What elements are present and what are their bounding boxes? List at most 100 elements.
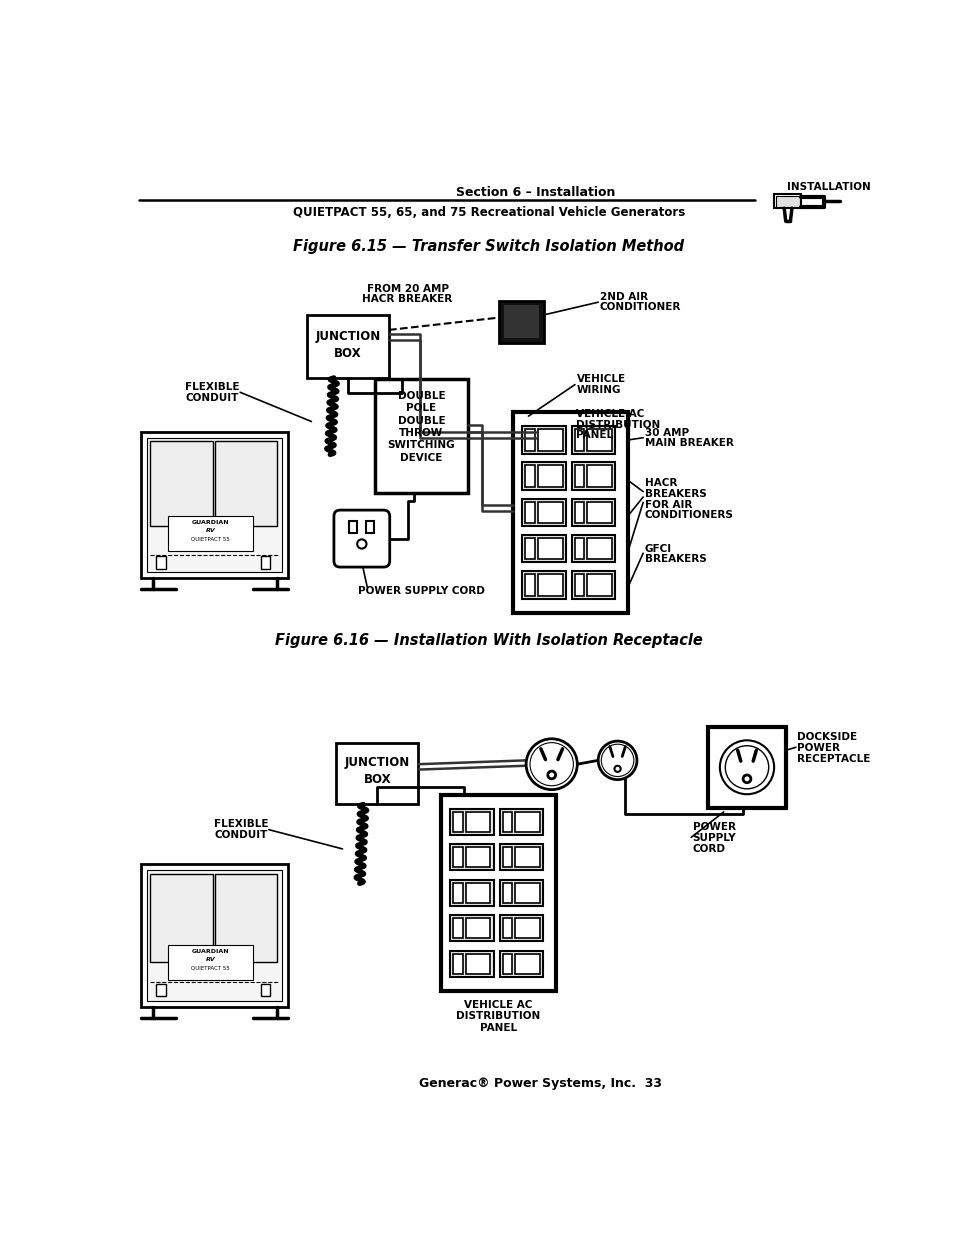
Text: BREAKERS: BREAKERS (644, 489, 706, 499)
Bar (537, 501, 562, 524)
Text: QUIETPACT 55: QUIETPACT 55 (192, 966, 230, 971)
Text: RV: RV (206, 527, 215, 532)
Bar (502, 847, 512, 867)
Circle shape (525, 739, 577, 789)
Bar (307, 315, 389, 378)
Text: JUNCTION: JUNCTION (344, 756, 410, 769)
Bar (525, 537, 534, 559)
Text: GUARDIAN: GUARDIAN (192, 520, 230, 525)
Bar (450, 951, 493, 977)
Bar (465, 811, 490, 832)
Bar (571, 426, 615, 454)
Bar (168, 945, 253, 979)
Text: CORD: CORD (692, 844, 725, 853)
Text: Figure 6.16 — Installation With Isolation Receptacle: Figure 6.16 — Installation With Isolatio… (274, 634, 702, 648)
Text: POWER: POWER (692, 823, 735, 832)
Bar (168, 516, 253, 551)
Bar (513, 412, 627, 613)
Bar (453, 953, 462, 973)
Bar (515, 953, 539, 973)
Bar (156, 556, 166, 568)
Bar (453, 883, 462, 903)
Bar (575, 501, 583, 524)
Bar (440, 795, 555, 992)
Bar (525, 466, 534, 487)
Bar (147, 437, 282, 572)
Bar (571, 571, 615, 599)
Bar (775, 196, 799, 206)
Bar (375, 379, 468, 493)
Bar (141, 431, 288, 578)
Bar (575, 574, 583, 595)
Bar (575, 430, 583, 451)
Bar (261, 983, 270, 995)
Circle shape (547, 771, 555, 779)
Bar (515, 847, 539, 867)
Bar (575, 466, 583, 487)
Bar (773, 194, 801, 209)
Text: CONDITIONER: CONDITIONER (599, 301, 680, 311)
Bar (587, 537, 612, 559)
Bar (502, 918, 512, 939)
Bar (521, 499, 565, 526)
Text: SUPPLY: SUPPLY (692, 834, 736, 844)
Text: JUNCTION: JUNCTION (314, 330, 380, 342)
Bar (537, 430, 562, 451)
Bar (502, 883, 512, 903)
Bar (502, 811, 512, 832)
Text: Figure 6.15 — Transfer Switch Isolation Method: Figure 6.15 — Transfer Switch Isolation … (294, 240, 683, 254)
Circle shape (742, 776, 750, 783)
Bar (515, 811, 539, 832)
Text: DISTRIBUTION: DISTRIBUTION (576, 420, 660, 430)
Bar (525, 430, 534, 451)
Bar (450, 879, 493, 906)
Text: CONDITIONERS: CONDITIONERS (644, 510, 733, 520)
Text: FLEXIBLE: FLEXIBLE (185, 382, 239, 391)
Text: SWITCHING: SWITCHING (387, 441, 455, 451)
Circle shape (724, 746, 768, 789)
Bar (502, 953, 512, 973)
Bar (453, 811, 462, 832)
Text: MAIN BREAKER: MAIN BREAKER (644, 438, 733, 448)
Text: HACR BREAKER: HACR BREAKER (362, 294, 453, 304)
Text: BREAKERS: BREAKERS (644, 555, 706, 564)
Bar (525, 574, 534, 595)
Text: DEVICE: DEVICE (400, 453, 442, 463)
Text: PANEL: PANEL (479, 1023, 517, 1032)
Circle shape (530, 742, 573, 785)
Text: BOX: BOX (334, 347, 361, 359)
Text: WIRING: WIRING (576, 385, 620, 395)
Text: POWER: POWER (797, 743, 840, 753)
Bar (571, 462, 615, 490)
Circle shape (600, 745, 633, 777)
Bar (499, 809, 542, 835)
Bar (465, 953, 490, 973)
Text: INSTALLATION: INSTALLATION (786, 182, 870, 191)
Bar (521, 571, 565, 599)
Text: QUIETPACT 55, 65, and 75 Recreational Vehicle Generators: QUIETPACT 55, 65, and 75 Recreational Ve… (293, 205, 684, 219)
Bar (450, 845, 493, 871)
Bar (261, 556, 270, 568)
Bar (465, 883, 490, 903)
Circle shape (356, 540, 366, 548)
Text: GUARDIAN: GUARDIAN (192, 948, 230, 953)
Text: DOCKSIDE: DOCKSIDE (797, 732, 857, 742)
Bar (214, 873, 277, 962)
Bar (571, 535, 615, 562)
Bar (150, 441, 213, 526)
Bar (707, 727, 785, 808)
Bar (499, 845, 542, 871)
Text: GFCI: GFCI (644, 543, 671, 553)
Text: VEHICLE: VEHICLE (576, 374, 625, 384)
Text: Generac® Power Systems, Inc.  33: Generac® Power Systems, Inc. 33 (418, 1077, 661, 1091)
Circle shape (598, 741, 637, 779)
Text: RV: RV (206, 957, 215, 962)
Bar (587, 574, 612, 595)
Bar (571, 499, 615, 526)
Bar (515, 918, 539, 939)
Bar (335, 742, 418, 804)
Text: 2ND AIR: 2ND AIR (599, 291, 647, 301)
Circle shape (614, 766, 620, 772)
Bar (450, 809, 493, 835)
Bar (575, 537, 583, 559)
